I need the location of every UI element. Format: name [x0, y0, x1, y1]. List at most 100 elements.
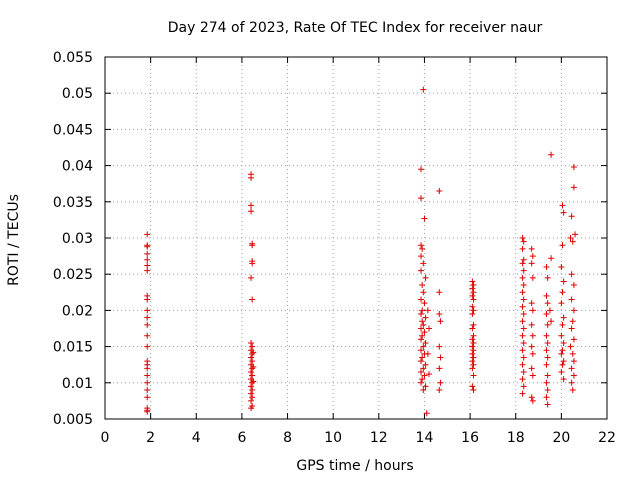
data-point [418, 195, 425, 202]
y-tick-label: 0.03 [62, 231, 93, 247]
data-point [419, 332, 426, 339]
data-point [144, 250, 151, 257]
data-point [422, 339, 429, 346]
data-point [520, 256, 527, 263]
data-point [528, 365, 535, 372]
data-point [558, 368, 565, 375]
data-point [548, 151, 555, 158]
data-point [520, 368, 527, 375]
data-point [469, 358, 476, 365]
data-point [560, 278, 567, 285]
data-point [418, 379, 425, 386]
data-point [426, 325, 433, 332]
data-point [520, 238, 527, 245]
data-point [519, 332, 526, 339]
data-point [418, 358, 425, 365]
data-point [568, 379, 575, 386]
data-point [569, 350, 576, 357]
data-point [570, 184, 577, 191]
y-tick-label: 0.015 [53, 340, 93, 356]
data-point [418, 296, 425, 303]
data-point [144, 332, 151, 339]
data-point [422, 361, 429, 368]
data-point [544, 339, 551, 346]
data-point [469, 343, 476, 350]
data-point [437, 354, 444, 361]
data-point [570, 372, 577, 379]
data-point [572, 231, 579, 238]
data-point [249, 296, 256, 303]
data-point [470, 354, 477, 361]
data-point [519, 376, 526, 383]
data-point [544, 321, 551, 328]
x-tick-label: 4 [192, 430, 201, 446]
data-point [519, 303, 526, 310]
data-point [559, 321, 566, 328]
data-point [567, 343, 574, 350]
data-point [421, 300, 428, 307]
data-point [249, 387, 256, 394]
data-point [469, 311, 476, 318]
y-tick-label: 0.05 [62, 86, 93, 102]
data-point [470, 296, 477, 303]
data-point [424, 350, 431, 357]
data-point [421, 372, 428, 379]
data-point [568, 296, 575, 303]
data-point [423, 410, 430, 417]
data-point [559, 242, 566, 249]
data-point [546, 307, 553, 314]
y-tick-label: 0.005 [53, 412, 93, 428]
data-point [470, 332, 477, 339]
data-point [543, 394, 550, 401]
data-point [470, 321, 477, 328]
data-point [519, 361, 526, 368]
data-point [248, 383, 255, 390]
data-point [436, 187, 443, 194]
data-point [248, 368, 255, 375]
data-point [469, 365, 476, 372]
data-point [570, 336, 577, 343]
x-tick-label: 8 [283, 430, 292, 446]
data-point [144, 307, 151, 314]
data-point [529, 274, 536, 281]
data-point [470, 289, 477, 296]
data-point [520, 383, 527, 390]
data-point [544, 300, 551, 307]
data-point [470, 339, 477, 346]
data-point [529, 397, 536, 404]
data-point [248, 397, 255, 404]
data-point [529, 253, 536, 260]
x-axis-label: GPS time / hours [296, 458, 413, 474]
chart-title: Day 274 of 2023, Rate Of TEC Index for r… [168, 20, 543, 36]
data-point [529, 307, 536, 314]
data-point [520, 325, 527, 332]
data-point [144, 387, 151, 394]
data-point [528, 343, 535, 350]
data-point [250, 363, 257, 370]
data-point [558, 300, 565, 307]
data-point [543, 347, 550, 354]
data-point [567, 235, 574, 241]
data-point [436, 289, 443, 296]
data-point [469, 350, 476, 357]
axis-ticks: 0 2 4 6 8 10 12 14 16 18 20 22 0.005 0.01 0.015 0.02 0.0… [53, 50, 616, 446]
data-point [437, 318, 444, 325]
x-tick-label: 2 [146, 430, 155, 446]
data-point [544, 372, 551, 379]
data-point [548, 318, 555, 325]
data-point [418, 311, 425, 318]
grid [105, 57, 607, 419]
data-point [419, 354, 426, 361]
data-point [144, 372, 151, 379]
data-point [144, 243, 151, 250]
data-point [144, 408, 151, 415]
data-point [570, 164, 577, 171]
data-point [528, 300, 535, 307]
data-point [418, 325, 425, 332]
data-point [559, 289, 566, 296]
data-point [543, 361, 550, 368]
data-point [520, 296, 527, 303]
y-tick-label: 0.01 [62, 376, 93, 392]
data-point [520, 354, 527, 361]
